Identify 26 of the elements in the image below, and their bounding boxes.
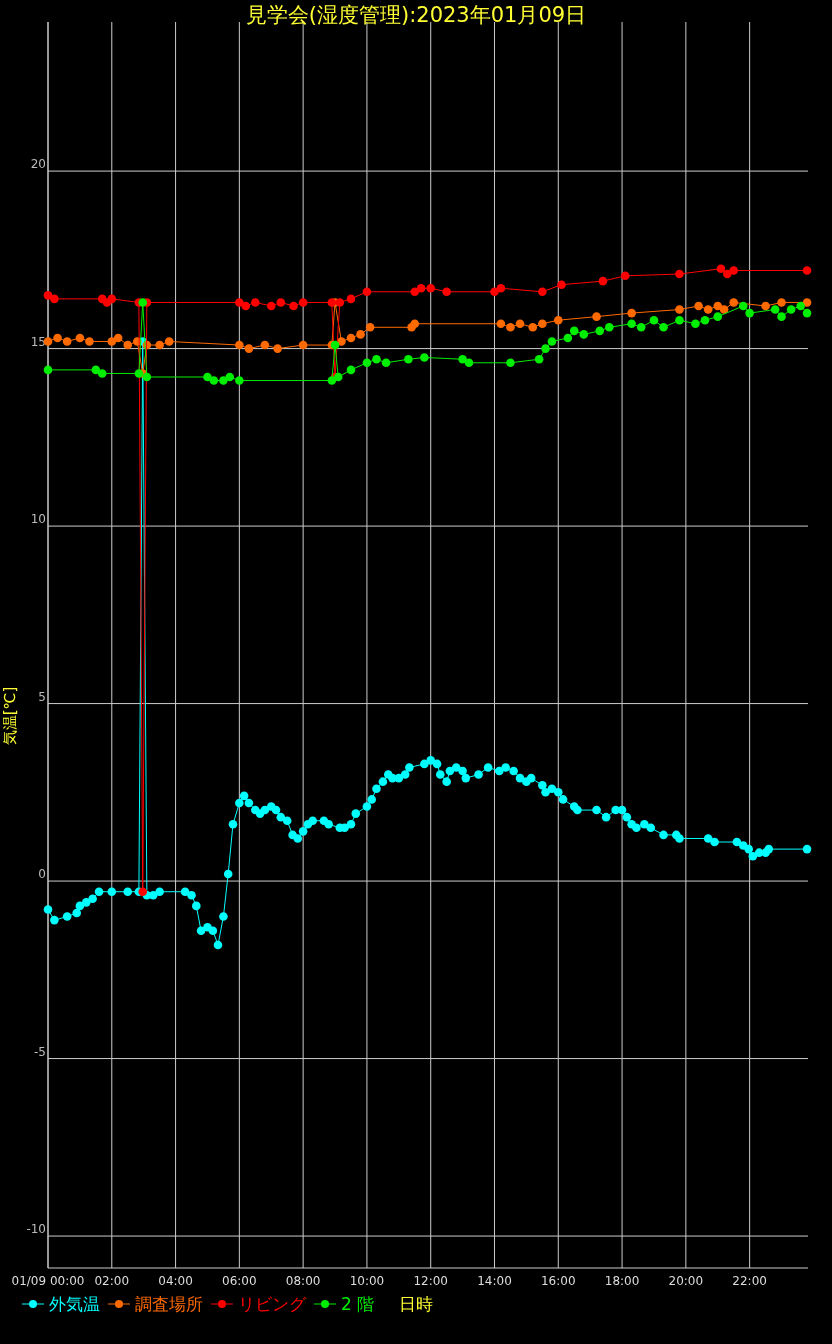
chart-title: 見学会(湿度管理):2023年01月09日: [245, 3, 587, 27]
x-tick-label: 04:00: [158, 1274, 193, 1288]
x-tick-label: 22:00: [732, 1274, 767, 1288]
x-tick-label: 14:00: [477, 1274, 512, 1288]
legend-label: 外気温: [49, 1294, 100, 1314]
x-tick-label: 20:00: [668, 1274, 704, 1288]
x-tick-label: 06:00: [222, 1274, 257, 1288]
y-tick-label: 5: [38, 689, 46, 704]
x-tick-label: 18:00: [604, 1274, 640, 1288]
legend-label: 2 階: [341, 1294, 375, 1314]
y-tick-label: -10: [26, 1222, 46, 1237]
y-tick-label: -5: [34, 1044, 46, 1059]
y-tick-label: 20: [30, 157, 46, 172]
y-tick-label: 10: [30, 512, 46, 527]
x-tick-label: 12:00: [413, 1274, 449, 1288]
x-tick-label: 08:00: [285, 1274, 321, 1288]
x-tick-label: 10:00: [349, 1274, 385, 1288]
y-axis-title: 気温[℃]: [1, 686, 19, 746]
y-tick-label: 0: [38, 867, 46, 882]
x-tick-label: 02:00: [94, 1274, 130, 1288]
legend-label: リビング: [238, 1294, 307, 1314]
y-tick-label: 15: [30, 334, 46, 349]
x-axis-title: 日時: [399, 1294, 433, 1314]
x-tick-label: 16:00: [540, 1274, 576, 1288]
legend-label: 調査場所: [135, 1294, 203, 1314]
x-tick-label: 01/09 00:00: [11, 1274, 85, 1288]
